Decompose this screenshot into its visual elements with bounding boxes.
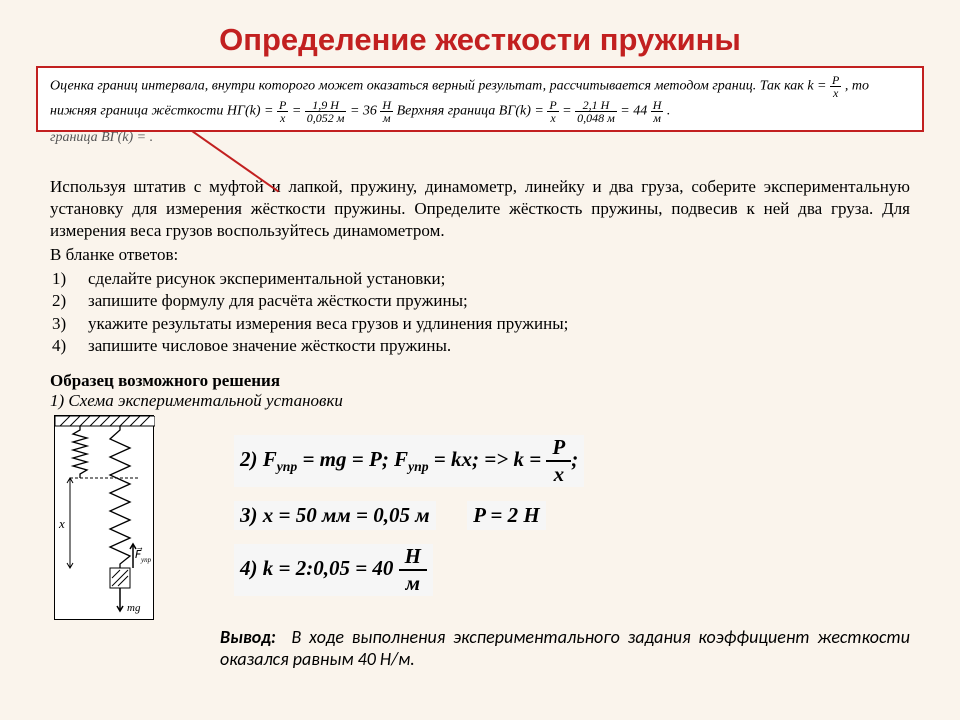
svg-text:x: x bbox=[58, 516, 65, 531]
svg-text:упр: упр bbox=[140, 556, 152, 564]
under-text: граница ВГ(k) = . bbox=[50, 130, 910, 146]
setup-diagram: x F⃗ упр mg bbox=[54, 415, 154, 620]
sample-title: Образец возможного решения bbox=[50, 371, 910, 391]
sample-subtitle: 1) Схема экспериментальной установки bbox=[50, 391, 910, 411]
list-item: запишите числовое значение жёсткости пру… bbox=[88, 335, 451, 357]
equation-4: 4) k = 2:0,05 = 40 Нм bbox=[234, 544, 910, 596]
fraction: 1,9 Н0,052 м bbox=[305, 99, 347, 124]
redbox-text: = 36 bbox=[350, 104, 380, 119]
list-num: 3) bbox=[52, 313, 88, 335]
equation-2: 2) Fупр = mg = P; Fупр = kx; => k = Px; bbox=[234, 435, 910, 487]
conclusion: Вывод: В ходе выполнения экспериментальн… bbox=[220, 626, 910, 670]
page-title: Определение жесткости пружины bbox=[0, 0, 960, 66]
formulas-block: 2) Fупр = mg = P; Fупр = kx; => k = Px; … bbox=[184, 415, 910, 620]
conclusion-label: Вывод: bbox=[220, 626, 276, 648]
task-list: 1)сделайте рисунок экспериментальной уст… bbox=[52, 268, 960, 356]
list-item: сделайте рисунок экспериментальной устан… bbox=[88, 268, 445, 290]
list-num: 2) bbox=[52, 290, 88, 312]
list-item: запишите формулу для расчёта жёсткости п… bbox=[88, 290, 468, 312]
equation-3: 3) x = 50 мм = 0,05 м P = 2 Н bbox=[234, 501, 910, 530]
redbox-text: Верхняя граница ВГ(k) = bbox=[397, 104, 548, 119]
redbox-text: = 44 bbox=[620, 104, 650, 119]
list-num: 1) bbox=[52, 268, 88, 290]
redbox-text: = bbox=[292, 104, 305, 119]
fraction: Нм bbox=[380, 99, 393, 124]
redbox-text: Оценка границ интервала, внутри которого… bbox=[50, 79, 830, 94]
task-text: Используя штатив с муфтой и лапкой, пруж… bbox=[50, 176, 910, 242]
fraction: Px bbox=[277, 99, 288, 124]
fraction: 2,1 Н0,048 м bbox=[575, 99, 617, 124]
svg-text:mg: mg bbox=[127, 602, 141, 614]
list-item: укажите результаты измерения веса грузов… bbox=[88, 313, 568, 335]
conclusion-text: В ходе выполнения экспериментального зад… bbox=[220, 626, 910, 670]
fraction: Нм bbox=[651, 99, 664, 124]
fraction: Px bbox=[830, 74, 841, 99]
redbox-text: . bbox=[667, 104, 671, 119]
redbox-text: = bbox=[562, 104, 575, 119]
blank-label: В бланке ответов: bbox=[50, 244, 910, 266]
fraction: Px bbox=[547, 99, 558, 124]
bounds-box: Оценка границ интервала, внутри которого… bbox=[36, 66, 924, 132]
list-num: 4) bbox=[52, 335, 88, 357]
